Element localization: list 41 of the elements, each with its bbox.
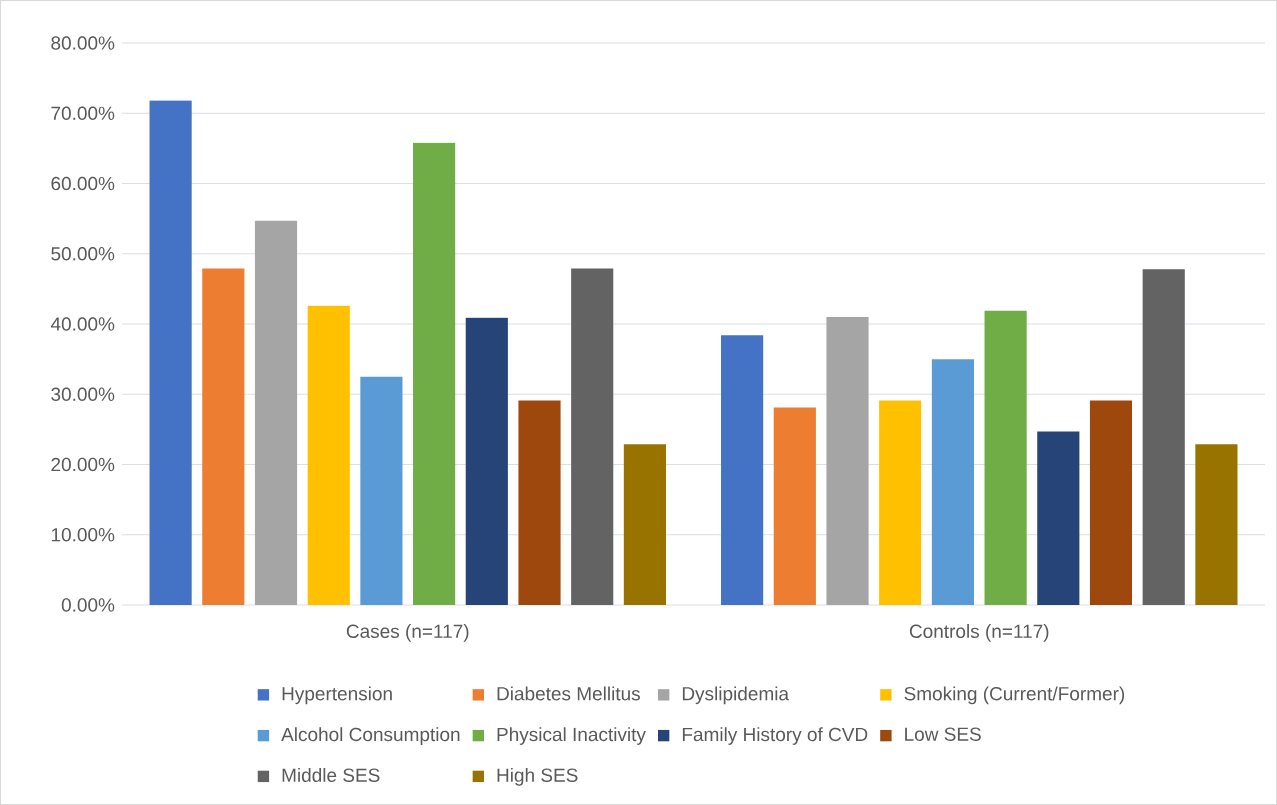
bar: [879, 400, 922, 605]
legend-label: Low SES: [905, 727, 981, 741]
bar: [149, 100, 192, 605]
y-tick-label: 0.00%: [61, 598, 115, 612]
bar: [623, 444, 666, 605]
legend-label: Dyslipidemia: [682, 686, 790, 705]
bar: [518, 400, 561, 605]
y-tick-label: 70.00%: [51, 106, 115, 120]
bar: [465, 317, 508, 605]
legend-label: Family History of CVD: [682, 727, 868, 745]
bar: [1142, 269, 1185, 605]
x-tick-label: Controls (n=117): [909, 624, 1049, 642]
bar: [1089, 400, 1133, 605]
y-tick-label: 80.00%: [51, 36, 115, 50]
legend-label: Diabetes Mellitus: [497, 686, 640, 701]
y-tick-label: 30.00%: [51, 387, 115, 401]
bar: [1195, 444, 1238, 605]
y-tick-label: 40.00%: [50, 317, 115, 331]
bar: [254, 220, 298, 605]
bar: [984, 310, 1027, 605]
bar: [773, 407, 816, 605]
bar: [1037, 431, 1080, 605]
y-tick-label: 60.00%: [51, 176, 115, 191]
bar: [413, 142, 456, 605]
y-tick-label: 10.00%: [51, 528, 115, 542]
x-tick-label: Cases (n=117): [346, 624, 469, 642]
bar: [571, 268, 614, 605]
legend-label: Physical Inactivity: [497, 727, 646, 745]
bar: [826, 316, 869, 605]
legend-label: Smoking (Current/Former): [904, 686, 1125, 705]
bar: [202, 268, 245, 605]
bar: [307, 305, 350, 605]
legend-label: High SES: [497, 768, 578, 786]
legend-label: Alcohol Consumption: [281, 727, 460, 745]
bar: [360, 376, 403, 605]
y-tick-label: 20.00%: [51, 457, 115, 472]
legend-label: Middle SES: [282, 768, 380, 782]
bar: [721, 335, 764, 605]
legend-label: Hypertension: [282, 686, 392, 705]
y-tick-label: 50.00%: [51, 247, 115, 261]
bar: [931, 359, 974, 605]
